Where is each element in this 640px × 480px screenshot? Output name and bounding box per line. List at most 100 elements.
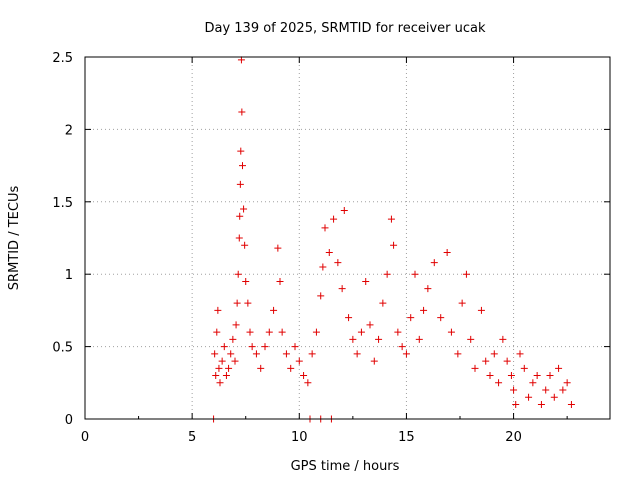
data-point <box>520 364 528 372</box>
data-point <box>261 343 269 351</box>
data-point <box>212 372 220 380</box>
x-axis-label: GPS time / hours <box>291 459 400 474</box>
data-point <box>220 343 228 351</box>
data-point <box>525 393 533 401</box>
data-point <box>467 335 475 343</box>
data-point <box>563 379 571 387</box>
data-point <box>437 314 445 322</box>
plot-frame <box>84 56 611 420</box>
data-point <box>443 248 451 256</box>
data-point <box>375 335 383 343</box>
x-tick-label: 0 <box>81 430 89 445</box>
data-point <box>510 386 518 394</box>
data-point <box>257 364 265 372</box>
data-point <box>559 386 567 394</box>
data-point <box>471 364 479 372</box>
data-point <box>265 328 273 336</box>
data-point <box>424 285 432 293</box>
data-point <box>349 335 357 343</box>
data-point <box>398 343 406 351</box>
x-tick-label: 5 <box>188 430 196 445</box>
data-point <box>300 372 308 380</box>
data-point <box>214 306 222 314</box>
data-point <box>338 285 346 293</box>
data-point <box>362 277 370 285</box>
y-tick-label: 1 <box>65 268 73 283</box>
data-point <box>282 350 290 358</box>
data-point <box>447 328 455 336</box>
data-point <box>237 147 245 155</box>
data-point <box>321 224 329 232</box>
data-point <box>252 350 260 358</box>
data-point <box>213 328 221 336</box>
data-point <box>537 401 545 409</box>
data-point <box>330 215 338 223</box>
data-point <box>295 357 303 365</box>
data-point <box>357 328 365 336</box>
data-point <box>345 314 353 322</box>
data-point <box>394 328 402 336</box>
y-tick-label: 0 <box>65 413 73 428</box>
data-point <box>454 350 462 358</box>
data-point <box>211 350 219 358</box>
data-point <box>234 270 242 278</box>
data-point <box>486 372 494 380</box>
data-point <box>241 241 249 249</box>
data-point <box>222 372 230 380</box>
data-point <box>218 357 226 365</box>
data-point <box>533 372 541 380</box>
data-point <box>304 379 312 387</box>
data-point <box>246 328 254 336</box>
data-point <box>240 205 248 213</box>
y-axis-label: SRMTID / TECUs <box>7 186 22 291</box>
data-point <box>366 321 374 329</box>
data-point <box>238 108 246 116</box>
data-point <box>353 350 361 358</box>
data-point <box>499 335 507 343</box>
data-point <box>236 180 244 188</box>
data-point <box>383 270 391 278</box>
data-point <box>550 393 558 401</box>
data-point <box>227 350 235 358</box>
data-point <box>407 314 415 322</box>
data-point <box>216 379 224 387</box>
data-point <box>490 350 498 358</box>
data-point <box>270 306 278 314</box>
data-point <box>390 241 398 249</box>
data-point <box>308 350 316 358</box>
data-point <box>312 328 320 336</box>
data-point <box>235 234 243 242</box>
chart-title: Day 139 of 2025, SRMTID for receiver uca… <box>204 21 486 36</box>
data-point <box>529 379 537 387</box>
data-point <box>415 335 423 343</box>
data-point <box>287 364 295 372</box>
data-point <box>430 259 438 267</box>
data-point <box>319 263 327 271</box>
data-point <box>229 335 237 343</box>
data-point <box>555 364 563 372</box>
data-point <box>495 379 503 387</box>
data-point <box>370 357 378 365</box>
data-points <box>210 56 575 423</box>
data-point <box>231 357 239 365</box>
data-point <box>458 299 466 307</box>
data-point <box>242 277 250 285</box>
data-point <box>420 306 428 314</box>
data-point <box>477 306 485 314</box>
data-point <box>291 343 299 351</box>
data-point <box>317 292 325 300</box>
data-point <box>233 299 241 307</box>
data-point <box>237 56 245 64</box>
data-point <box>402 350 410 358</box>
data-point <box>379 299 387 307</box>
x-tick-label: 10 <box>291 430 308 445</box>
data-point <box>567 401 575 409</box>
y-tick-label: 2 <box>65 123 73 138</box>
data-point <box>215 364 223 372</box>
grid <box>85 57 610 419</box>
data-point <box>278 328 286 336</box>
data-point <box>340 206 348 214</box>
data-point <box>542 386 550 394</box>
data-point <box>274 244 282 252</box>
